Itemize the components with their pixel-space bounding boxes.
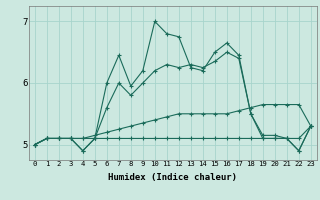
X-axis label: Humidex (Indice chaleur): Humidex (Indice chaleur) xyxy=(108,173,237,182)
